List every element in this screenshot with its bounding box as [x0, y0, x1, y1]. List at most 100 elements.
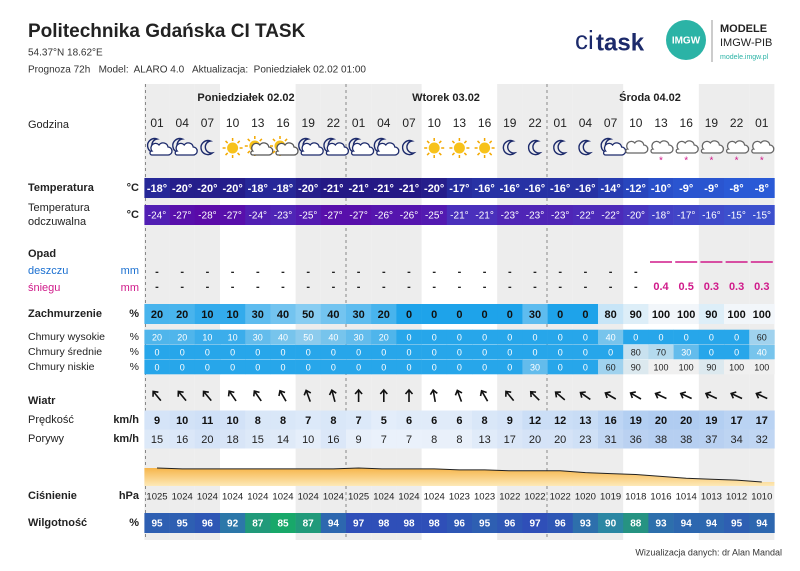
cell-bg: [421, 359, 448, 375]
cell-bg: [371, 304, 397, 324]
wind-arrow: [303, 389, 312, 402]
cell-bg: [396, 359, 422, 375]
arrow-shape: [252, 390, 262, 402]
cell-bg: [547, 329, 574, 345]
hour: 01: [352, 116, 366, 130]
cell-value: -22°: [601, 211, 619, 222]
cell-bg: [270, 304, 296, 324]
cell-value: -16°: [575, 183, 595, 195]
cell-bg: [547, 304, 574, 324]
cell-value: 0: [456, 309, 462, 321]
row-unit: mm: [121, 265, 139, 277]
cell-value: 1013: [701, 492, 722, 503]
cell-value: 10: [201, 309, 213, 321]
cell-bg: [673, 410, 700, 430]
row-label: Prędkość: [28, 414, 74, 426]
cell-value: 95: [731, 519, 743, 530]
row-label: Wiatr: [28, 395, 56, 407]
cell-value: 20: [176, 309, 188, 321]
row-label: Chmury średnie: [28, 346, 102, 358]
cell-bg: [724, 359, 750, 375]
cell-value: 0: [658, 332, 663, 342]
cell-value: 1022: [499, 492, 520, 503]
cell-value: -23°: [501, 211, 519, 222]
cell-value: 80: [631, 347, 641, 357]
cell-bg: [270, 329, 296, 345]
cell-value: 95: [479, 519, 491, 530]
cell-bg: [144, 513, 170, 533]
cell-value: 10: [228, 332, 238, 342]
cell-bg: [169, 205, 196, 225]
hour: 10: [629, 116, 643, 130]
cell-bg: [144, 178, 170, 198]
cell-bg: [598, 513, 624, 533]
cell-value: 6: [456, 415, 462, 427]
cell-bg: [396, 205, 422, 225]
arrow-shape: [202, 390, 212, 402]
cell-value: 92: [227, 519, 239, 530]
cell-bg: [220, 178, 246, 198]
cell-bg: [270, 205, 296, 225]
cell-bg: [270, 344, 296, 360]
cell-value: 0: [558, 332, 563, 342]
cell-bg: [648, 410, 674, 430]
cell-value: -: [231, 281, 235, 293]
cell-bg: [320, 410, 347, 430]
cell-bg: [698, 359, 725, 375]
cell-bg: [270, 359, 296, 375]
cell-bg: [320, 429, 347, 449]
arrow-shape: [404, 388, 414, 402]
sun-ray: [451, 152, 455, 156]
day-label: Wtorek 03.02: [412, 92, 480, 104]
cell-bg: [320, 344, 347, 360]
cell-bg: [724, 329, 750, 345]
cell-value: -: [231, 266, 235, 278]
cell-value: 7: [406, 434, 412, 446]
wind-arrow: [404, 388, 414, 402]
cell-bg: [144, 359, 170, 375]
wind-arrow: [152, 390, 162, 402]
cell-value: 6: [431, 415, 437, 427]
hour: 13: [251, 116, 265, 130]
cell-value: -: [558, 281, 562, 293]
cell-value: 0: [482, 309, 488, 321]
cell-value: -: [432, 281, 436, 293]
cell-value: 0.5: [679, 281, 694, 293]
cell-bg: [698, 344, 725, 360]
cell-value: -20°: [197, 183, 217, 195]
cell-bg: [472, 344, 498, 360]
cell-value: -: [357, 281, 361, 293]
arrow-shape: [429, 388, 438, 403]
cell-value: 20: [554, 434, 566, 446]
cell-value: -28°: [198, 211, 216, 222]
cell-bg: [421, 344, 448, 360]
cell-bg: [673, 178, 700, 198]
cell-bg: [648, 429, 674, 449]
cell-value: -: [432, 266, 436, 278]
cell-bg: [472, 304, 498, 324]
cell-bg: [522, 359, 548, 375]
cell-bg: [446, 304, 473, 324]
cell-value: 0: [633, 332, 638, 342]
cell-value: 32: [756, 434, 768, 446]
cell-value: 0: [180, 362, 185, 372]
cell-value: 0: [709, 332, 714, 342]
cell-bg: [598, 205, 624, 225]
cell-value: 87: [303, 519, 315, 530]
cell-value: 0.3: [729, 281, 744, 293]
cell-bg: [572, 410, 599, 430]
cell-value: 38: [655, 434, 667, 446]
cell-value: 0: [306, 347, 311, 357]
row-unit: mm: [121, 282, 139, 294]
day-label: Środa 04.02: [619, 91, 681, 104]
cell-bg: [724, 410, 750, 430]
row-label: Godzina: [28, 119, 70, 131]
cell-bg: [396, 429, 422, 449]
cell-bg: [724, 344, 750, 360]
cloud-icon: [275, 142, 299, 156]
cell-value: -: [533, 266, 537, 278]
arrow-shape: [152, 390, 162, 402]
cell-bg: [220, 513, 246, 533]
sun-ray: [438, 152, 442, 156]
cell-bg: [598, 429, 624, 449]
